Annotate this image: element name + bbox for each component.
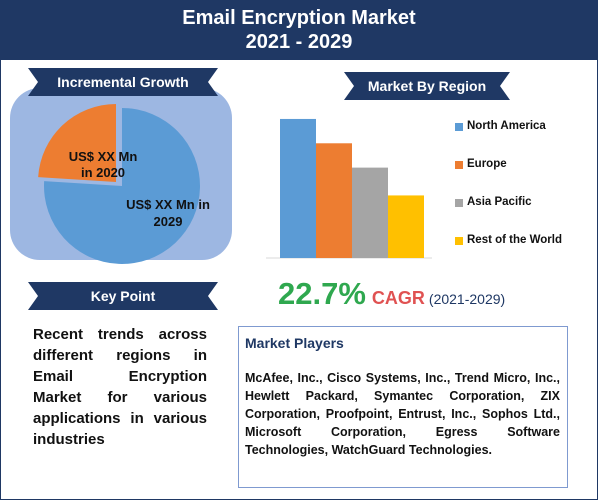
cagr-years: (2021-2029) bbox=[428, 291, 506, 307]
market-by-region-label: Market By Region bbox=[354, 72, 500, 100]
pie-label-2029: US$ XX Mn in 2029 bbox=[118, 196, 218, 230]
legend-label: Rest of the World bbox=[467, 234, 562, 246]
pie-label-2020-line2: in 2020 bbox=[80, 165, 126, 180]
incremental-growth-label: Incremental Growth bbox=[38, 68, 208, 96]
legend-label: North America bbox=[467, 120, 546, 132]
legend-swatch bbox=[455, 199, 463, 207]
page-subtitle-years: 2021 - 2029 bbox=[245, 31, 353, 53]
legend-swatch bbox=[455, 237, 463, 245]
pie-label-2020: US$ XX Mn in 2020 bbox=[58, 149, 148, 181]
legend-swatch bbox=[455, 123, 463, 131]
market-players-box: Market Players McAfee, Inc., Cisco Syste… bbox=[238, 326, 568, 488]
header-banner: Email Encryption Market 2021 - 2029 bbox=[0, 0, 598, 60]
cagr-label: CAGR bbox=[371, 288, 425, 308]
bar-north-america bbox=[280, 118, 316, 258]
pie-slice-2029 bbox=[43, 108, 200, 264]
legend-label: Asia Pacific bbox=[467, 196, 532, 208]
pie-label-2020-line1: US$ XX Mn bbox=[68, 149, 138, 164]
legend-label: Europe bbox=[467, 158, 507, 170]
bar-europe bbox=[316, 143, 352, 258]
key-point-label: Key Point bbox=[38, 282, 208, 310]
pie-label-2029-line2: 2029 bbox=[153, 214, 183, 229]
bar-asia-pacific bbox=[352, 167, 388, 258]
legend-item-north-america: North America bbox=[455, 120, 595, 136]
legend-item-rest-of-the-world: Rest of the World bbox=[455, 234, 595, 250]
bar-rest-of-the-world bbox=[388, 195, 424, 258]
legend-item-asia-pacific: Asia Pacific bbox=[455, 196, 595, 212]
cagr-value: 22.7% bbox=[278, 276, 366, 311]
market-players-text: McAfee, Inc., Cisco Systems, Inc., Trend… bbox=[245, 371, 560, 457]
cagr-callout: 22.7% CAGR (2021-2029) bbox=[278, 276, 505, 312]
key-point-text: Recent trends across different regions i… bbox=[33, 326, 207, 448]
legend-swatch bbox=[455, 161, 463, 169]
legend-item-europe: Europe bbox=[455, 158, 595, 174]
pie-slice-2020 bbox=[38, 104, 116, 182]
market-players-title: Market Players bbox=[245, 335, 344, 351]
pie-label-2029-line1: US$ XX Mn in bbox=[126, 197, 210, 212]
page-title: Email Encryption Market bbox=[182, 7, 416, 29]
